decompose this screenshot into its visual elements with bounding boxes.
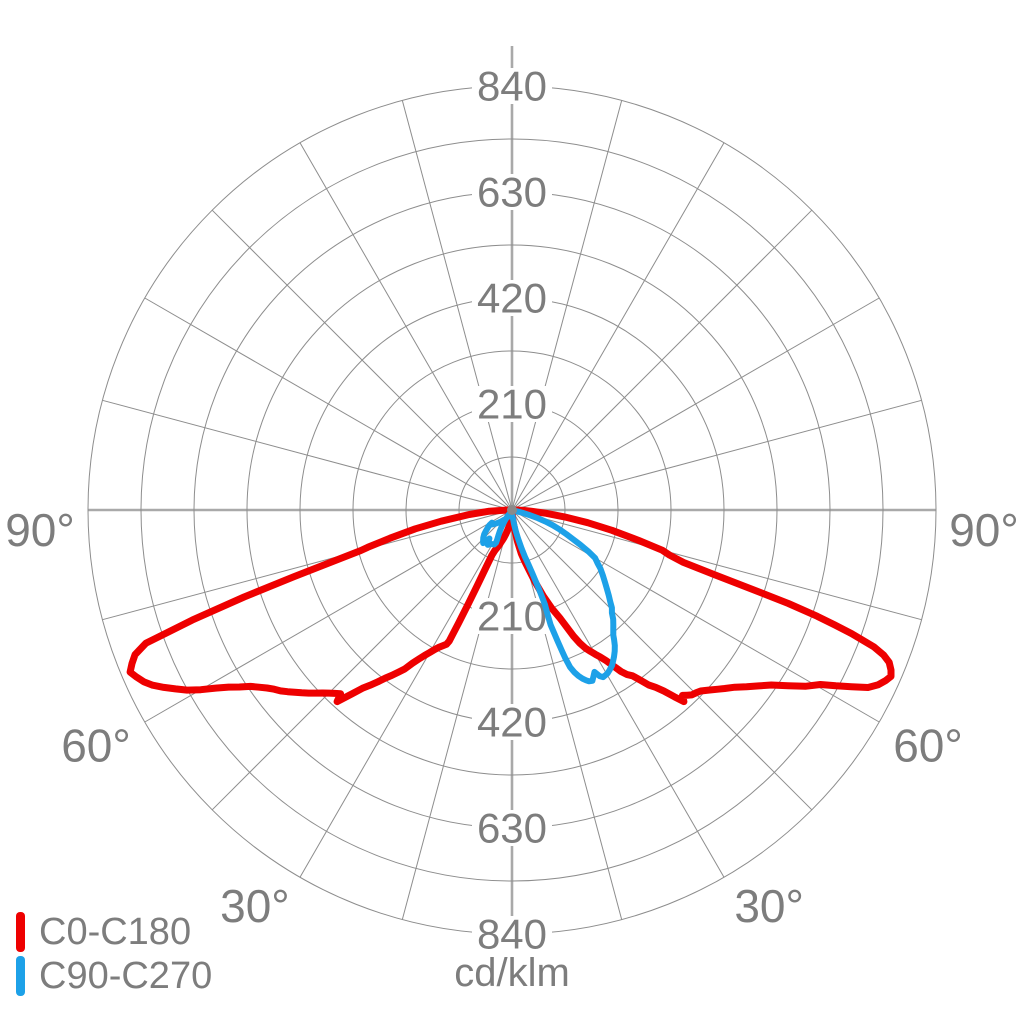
series-curve-c90-c270 — [480, 509, 514, 548]
legend-swatch-red — [16, 912, 25, 952]
radial-tick-label: 420 — [477, 699, 547, 746]
units-label: cd/klm — [454, 951, 570, 995]
radial-tick-label: 210 — [477, 593, 547, 640]
tick-label-bg — [472, 916, 552, 952]
grid-ring — [458, 456, 566, 564]
tick-label-bg — [472, 810, 552, 846]
radial-tick-label: 420 — [477, 275, 547, 322]
radial-tick-label: 210 — [477, 381, 547, 428]
tick-label-bg — [472, 68, 552, 104]
grid-ring — [140, 138, 884, 882]
radial-tick-label: 630 — [477, 805, 547, 852]
angle-label: 30° — [734, 880, 804, 932]
radial-tick-label: 840 — [477, 911, 547, 958]
tick-label-bg — [472, 174, 552, 210]
angle-label: 90° — [5, 504, 75, 556]
grid-ring — [352, 350, 672, 670]
grid-ring — [246, 244, 778, 776]
series-curve-c90-c270 — [509, 508, 618, 685]
legend-swatch-blue — [16, 956, 25, 996]
angle-label: 30° — [220, 880, 290, 932]
angle-label: 90° — [949, 504, 1019, 556]
legend-item-c90-c270: C90-C270 — [16, 955, 212, 997]
tick-label-bg — [472, 704, 552, 740]
tick-label-bg — [472, 386, 552, 422]
angle-label: 60° — [61, 719, 131, 771]
angle-label: 60° — [893, 719, 963, 771]
tick-label-bg — [472, 280, 552, 316]
radial-tick-label: 840 — [477, 63, 547, 110]
legend-item-c0-c180: C0-C180 — [16, 911, 212, 953]
tick-label-bg — [472, 598, 552, 634]
center-dot — [507, 505, 517, 515]
radial-tick-label: 630 — [477, 169, 547, 216]
legend-label: C0-C180 — [39, 911, 192, 953]
legend-label: C90-C270 — [39, 955, 213, 997]
legend: C0-C180 C90-C270 — [16, 911, 212, 997]
